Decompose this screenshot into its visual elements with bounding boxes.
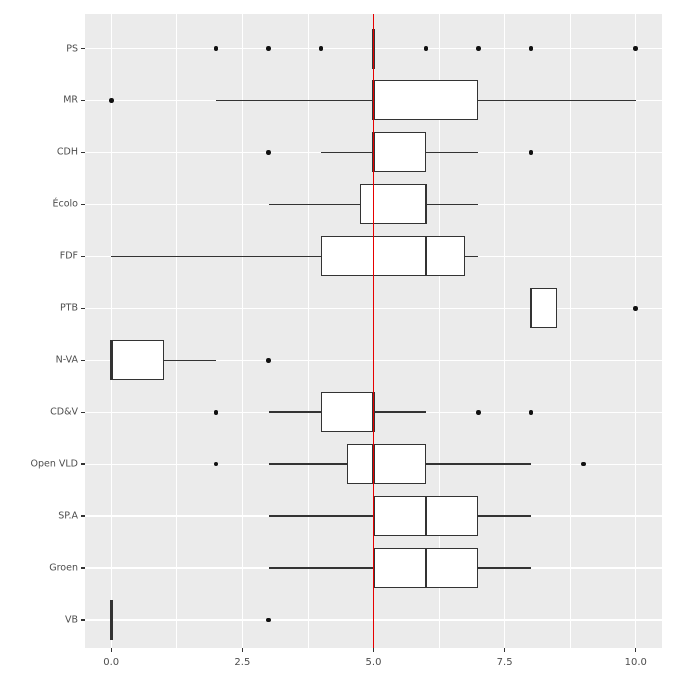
- outlier-dot: [633, 46, 639, 51]
- major-gridline: [635, 14, 637, 648]
- outlier-dot: [528, 150, 534, 155]
- median-line: [424, 184, 428, 225]
- box: [360, 184, 426, 225]
- x-tick-label: 10.0: [624, 657, 647, 668]
- outlier-dot: [423, 46, 429, 51]
- y-tick-mark: [81, 567, 85, 569]
- outlier-dot: [108, 98, 114, 103]
- y-tick-label: PTB: [59, 302, 78, 314]
- y-tick-mark: [81, 151, 85, 154]
- outlier-dot: [266, 617, 271, 623]
- y-tick-label: CDH: [56, 146, 78, 158]
- y-tick-label: FDF: [59, 250, 78, 262]
- outlier-dot: [266, 357, 271, 363]
- y-tick-mark: [81, 203, 85, 206]
- outlier-dot: [476, 409, 481, 415]
- outlier-dot: [213, 46, 219, 51]
- x-tick-label: 0.0: [103, 657, 120, 668]
- box: [321, 236, 466, 277]
- reference-line: [372, 14, 375, 648]
- plot-panel: [85, 14, 662, 648]
- x-tick-label: 2.5: [234, 657, 251, 668]
- major-gridline: [241, 14, 244, 648]
- box: [373, 132, 426, 173]
- y-tick-label: N-VA: [55, 354, 78, 366]
- y-tick-label: MR: [63, 94, 78, 106]
- x-tick-mark: [110, 648, 112, 652]
- y-tick-mark: [81, 47, 85, 50]
- outlier-dot: [266, 150, 271, 155]
- y-tick-label: PS: [66, 43, 78, 54]
- median-line: [424, 496, 428, 537]
- minor-gridline: [438, 14, 440, 648]
- box: [530, 288, 558, 329]
- median-line: [109, 340, 113, 381]
- box: [321, 392, 374, 433]
- outlier-dot: [318, 46, 324, 51]
- y-tick-label: Open VLD: [30, 458, 79, 470]
- x-tick-label: 7.5: [496, 657, 513, 668]
- y-tick-mark: [81, 515, 85, 517]
- y-tick-label: CD&V: [50, 406, 78, 418]
- box: [111, 340, 164, 381]
- outlier-dot: [476, 46, 481, 51]
- x-tick-label: 5.0: [365, 657, 382, 668]
- median-line: [424, 548, 428, 589]
- outlier-dot: [213, 409, 219, 415]
- minor-gridline: [176, 14, 178, 648]
- median-line: [529, 288, 533, 329]
- y-tick-mark: [81, 463, 85, 465]
- x-tick-mark: [635, 648, 637, 652]
- x-tick-mark: [503, 648, 506, 652]
- major-gridline: [503, 14, 506, 648]
- minor-gridline: [569, 14, 571, 648]
- y-tick-mark: [81, 359, 85, 361]
- whisker-line: [111, 359, 217, 361]
- y-tick-label: Écolo: [52, 198, 79, 210]
- major-gridline: [110, 14, 112, 648]
- y-tick-label: VB: [64, 614, 78, 626]
- y-tick-mark: [81, 255, 85, 258]
- outlier-dot: [581, 461, 586, 467]
- outlier-dot: [528, 46, 534, 51]
- minor-gridline: [307, 14, 309, 648]
- outlier-dot: [633, 306, 639, 311]
- y-tick-mark: [81, 411, 85, 413]
- y-tick-mark: [81, 307, 85, 309]
- median-line: [424, 236, 428, 277]
- degenerate-box: [109, 600, 113, 641]
- x-tick-mark: [241, 648, 244, 652]
- outlier-dot: [528, 409, 534, 415]
- y-tick-mark: [81, 99, 85, 102]
- y-tick-label: SP.A: [58, 510, 78, 522]
- outlier-dot: [266, 46, 271, 51]
- x-tick-mark: [372, 648, 375, 652]
- outlier-dot: [213, 461, 219, 467]
- box: [373, 80, 479, 121]
- y-tick-mark: [81, 619, 85, 621]
- y-tick-label: Groen: [49, 562, 78, 574]
- whisker-line: [111, 255, 479, 258]
- box: [347, 444, 426, 485]
